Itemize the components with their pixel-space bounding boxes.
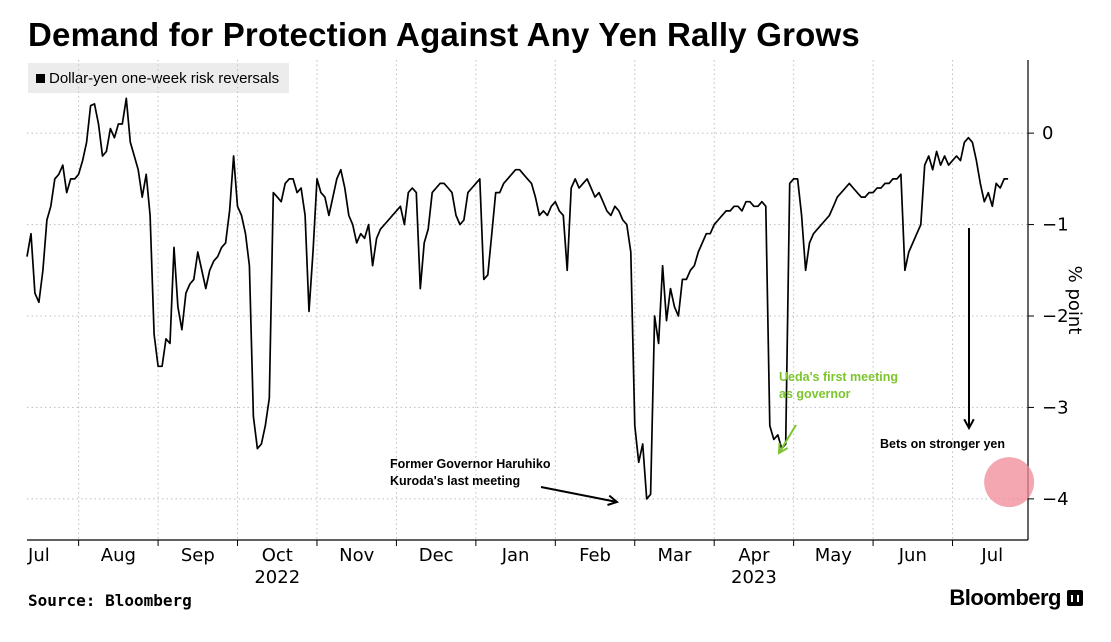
annotation-kuroda: Former Governor Haruhiko Kuroda's last m… [390, 456, 550, 490]
ueda-arrow-head [777, 442, 789, 455]
x-tick-label: Aug [101, 545, 136, 566]
x-tick-label: Oct [262, 545, 293, 566]
bloomberg-terminal-icon [1067, 590, 1083, 606]
x-tick-label: Jun [898, 545, 927, 566]
y-tick-label: −1 [1042, 215, 1069, 236]
legend-swatch [36, 73, 45, 83]
bets-arrow [963, 228, 975, 431]
x-year-label: 2023 [731, 567, 777, 588]
x-tick-label: Nov [339, 545, 374, 566]
axes [27, 60, 1034, 546]
grid-lines [27, 60, 1028, 540]
tick-labels: 0 −1 −2 −3 −4 % point Jul Aug Sep Oct Nov Dec Jan Feb… [27, 123, 1085, 588]
x-tick-label: Feb [579, 545, 611, 566]
highlight-circle [984, 457, 1035, 508]
legend-label: Dollar-yen one-week risk reversals [49, 69, 280, 87]
bets-arrow-head [963, 418, 975, 431]
y-tick-label: −2 [1042, 306, 1069, 327]
kuroda-arrow-head [607, 494, 620, 506]
ueda-arrow-shaft [778, 424, 797, 454]
chart-title: Demand for Protection Against Any Yen Ra… [28, 16, 860, 53]
annotation-kuroda-line2: Kuroda's last meeting [390, 474, 521, 488]
annotation-kuroda-line1: Former Governor Haruhiko [390, 457, 551, 471]
brand-logo: Bloomberg [949, 585, 1083, 611]
y-tick-label: 0 [1042, 123, 1053, 144]
x-year-label: 2022 [254, 567, 300, 588]
brand-name: Bloomberg [949, 585, 1061, 610]
x-tick-label: Jul [980, 545, 1003, 566]
annotation-bets: Bets on stronger yen [880, 437, 1006, 451]
annotation-ueda: Ueda's first meeting as governor [779, 369, 898, 403]
annotation-ueda-line2: as governor [779, 387, 851, 401]
x-tick-label: Jan [501, 545, 530, 566]
x-tick-label: Mar [657, 545, 692, 566]
x-tick-label: Apr [738, 545, 770, 566]
kuroda-arrow [540, 486, 620, 506]
x-tick-label: Jul [27, 545, 50, 566]
annotation-ueda-line1: Ueda's first meeting [779, 370, 898, 384]
x-tick-label: Sep [181, 545, 215, 566]
annotation-marks [540, 228, 1035, 508]
source-note: Source: Bloomberg [28, 591, 192, 610]
ueda-arrow [777, 424, 797, 455]
series-line [26, 97, 1009, 500]
x-tick-label: Dec [419, 545, 454, 566]
y-tick-label: −4 [1042, 489, 1069, 510]
y-axis-label: % point [1064, 266, 1085, 335]
x-tick-label: May [815, 545, 853, 566]
y-tick-label: −3 [1042, 397, 1069, 418]
kuroda-arrow-shaft [540, 486, 618, 503]
